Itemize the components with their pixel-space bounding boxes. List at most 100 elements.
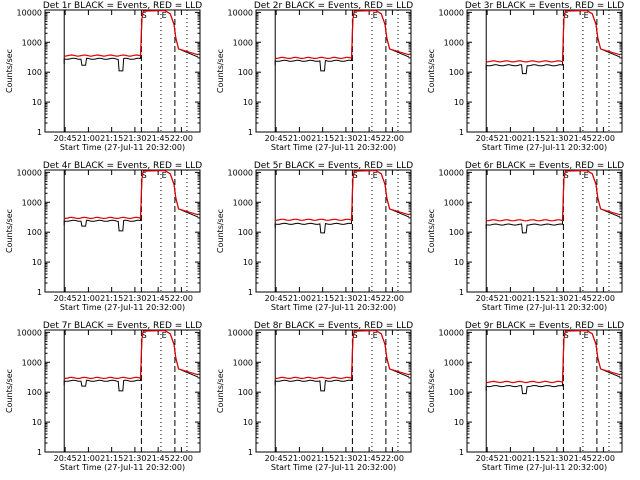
y-tick-label: 10 [32,258,42,267]
x-axis-label: Start Time (27-Jul-11 20:32:00) [271,143,396,152]
y-tick-label: 1000 [22,38,42,47]
x-axis-label: Start Time (27-Jul-11 20:32:00) [482,463,607,472]
y-tick-label: 10 [32,98,42,107]
x-tick-label: 20:45 [476,134,499,143]
y-tick-label: 1000 [233,38,253,47]
x-tick-label: 21:15 [522,134,545,143]
interval-marker-label: E [584,11,589,20]
x-tick-label: 22:00 [381,134,404,143]
x-tick-label: 21:15 [311,454,334,463]
events-series-line [485,170,621,234]
y-tick-label: 1 [37,128,42,137]
plot-frame [255,169,412,293]
plot-frame [466,329,623,453]
chart-panel-2: Det 2r BLACK = Events, RED = LLD 1 10 100 10… [216,1,413,152]
chart-panel-1: Det 1r BLACK = Events, RED = LLD 1 10 100 10… [5,1,202,152]
y-tick-label: 10000 [439,8,464,17]
y-tick-label: 10000 [228,8,253,17]
y-tick-label: 1 [459,128,464,137]
plot-frame [466,9,623,133]
y-axis-label: Counts/sec [427,369,436,413]
y-tick-label: 1 [248,448,253,457]
x-tick-label: 22:00 [592,134,615,143]
y-tick-label: 1000 [22,198,42,207]
interval-marker-label: E [584,331,589,340]
events-series-line [485,10,621,75]
x-tick-label: 21:45 [569,294,592,303]
chart-title: Det 9r BLACK = Events, RED = LLD [465,321,624,331]
lld-series-line [486,330,621,384]
y-tick-label: 10000 [17,328,42,337]
x-tick-label: 21:30 [123,134,146,143]
plot-frame [255,9,412,133]
y-tick-label: 100 [27,68,42,77]
interval-marker-label: E [162,171,167,180]
y-tick-label: 1 [248,288,253,297]
y-axis-label: Counts/sec [216,369,225,413]
plot-frame [255,329,412,453]
plot-frame [44,169,201,293]
y-tick-label: 1000 [444,38,464,47]
x-tick-label: 21:00 [499,454,522,463]
x-tick-label: 22:00 [170,454,193,463]
interval-marker-label: S [564,331,569,340]
x-tick-label: 21:45 [147,294,170,303]
x-tick-label: 21:00 [77,454,100,463]
y-tick-label: 10000 [228,168,253,177]
y-tick-label: 100 [238,388,253,397]
plot-frame [44,329,201,453]
x-tick-label: 22:00 [381,294,404,303]
lld-series-line [64,330,199,379]
x-tick-label: 20:45 [265,134,288,143]
y-tick-label: 10 [243,98,253,107]
x-tick-label: 22:00 [381,454,404,463]
y-axis-label: Counts/sec [427,209,436,253]
chart-panel-5: Det 5r BLACK = Events, RED = LLD 1 10 100 10… [216,161,413,312]
chart-panel-4: Det 4r BLACK = Events, RED = LLD 1 10 100 10… [5,161,202,312]
x-tick-label: 21:45 [569,454,592,463]
x-axis-label: Start Time (27-Jul-11 20:32:00) [271,463,396,472]
x-tick-label: 21:00 [288,134,311,143]
interval-marker-label: S [353,171,358,180]
y-axis-label: Counts/sec [5,49,14,93]
x-tick-label: 20:45 [54,454,77,463]
chart-title: Det 6r BLACK = Events, RED = LLD [465,161,624,171]
x-tick-label: 21:15 [311,294,334,303]
x-tick-label: 20:45 [265,294,288,303]
chart-title: Det 8r BLACK = Events, RED = LLD [254,321,413,331]
x-tick-label: 21:30 [545,454,568,463]
y-axis-label: Counts/sec [5,209,14,253]
y-tick-label: 1000 [22,358,42,367]
x-tick-label: 21:30 [545,134,568,143]
y-tick-label: 10 [454,418,464,427]
lld-series-line [275,170,410,221]
y-tick-label: 100 [27,228,42,237]
interval-marker-label: E [373,331,378,340]
interval-marker-label: E [162,11,167,20]
x-tick-label: 21:45 [147,454,170,463]
plot-frame [466,169,623,293]
y-tick-label: 10000 [439,328,464,337]
interval-marker-label: S [142,171,147,180]
y-tick-label: 10 [454,98,464,107]
x-tick-label: 21:00 [499,294,522,303]
y-tick-label: 1000 [444,358,464,367]
x-tick-label: 21:30 [334,454,357,463]
y-tick-label: 100 [449,388,464,397]
interval-marker-label: E [584,171,589,180]
y-tick-label: 10000 [439,168,464,177]
y-tick-label: 10000 [228,328,253,337]
y-tick-label: 10 [243,258,253,267]
interval-marker-label: E [373,11,378,20]
lld-series-line [275,10,410,59]
x-tick-label: 21:45 [358,294,381,303]
y-tick-label: 10 [32,418,42,427]
chart-panel-7: Det 7r BLACK = Events, RED = LLD 1 10 100 10… [5,321,202,472]
events-series-line [63,330,199,392]
chart-panel-3: Det 3r BLACK = Events, RED = LLD 1 10 100 10… [427,1,624,152]
lld-series-line [64,10,199,57]
chart-panel-9: Det 9r BLACK = Events, RED = LLD 1 10 100 10… [427,321,624,472]
events-series-line [274,330,410,392]
x-tick-label: 21:00 [288,294,311,303]
x-tick-label: 21:30 [334,134,357,143]
